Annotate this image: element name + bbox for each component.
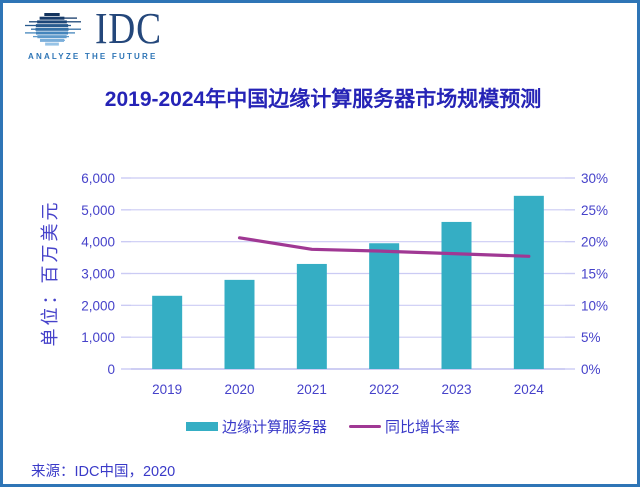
right-axis-tick-label: 20% — [581, 235, 608, 250]
globe-stripe — [44, 13, 60, 16]
globe-stripe — [39, 16, 65, 20]
globe-scanline — [33, 35, 69, 38]
idc-logo-tagline: ANALYZE THE FUTURE — [28, 52, 158, 61]
globe-scanline — [25, 32, 75, 34]
left-axis-tick-label: 0 — [107, 362, 115, 377]
right-axis-tick-label: 30% — [581, 171, 608, 186]
idc-logo-wordmark: IDC — [95, 4, 162, 53]
bar-2021 — [296, 263, 327, 369]
x-axis-label: 2020 — [224, 382, 254, 397]
bar-2019 — [152, 295, 183, 369]
growth-rate-line — [237, 236, 531, 258]
x-axis-label: 2024 — [514, 382, 545, 397]
globe-scanline — [29, 21, 81, 23]
bar-2020 — [224, 279, 255, 369]
globe-scanline — [52, 39, 65, 41]
left-axis-tick-label: 4,000 — [81, 235, 115, 250]
left-axis-tick-label: 1,000 — [81, 330, 115, 345]
x-axis-label: 2023 — [441, 382, 471, 397]
chart-plot-area: 6,000 30% 5,000 25% 4,000 20% 3,000 15% 2,000 10%… — [81, 171, 608, 397]
left-axis-tick-label: 6,000 — [81, 171, 115, 186]
bar-2022 — [369, 243, 400, 369]
chart-title: 2019-2024年中国边缘计算服务器市场规模预测 — [104, 88, 542, 111]
bar-2023 — [441, 221, 472, 369]
right-axis-tick-label: 15% — [581, 267, 608, 282]
right-axis-tick-label: 25% — [581, 203, 608, 218]
source-note: 来源：IDC中国，2020 — [31, 464, 176, 480]
x-axis-label: 2021 — [297, 382, 327, 397]
right-axis-tick-label: 0% — [581, 362, 601, 377]
legend-label-bar-series: 边缘计算服务器 — [221, 418, 327, 436]
legend-item-line-series: 同比增长率 — [349, 416, 460, 437]
x-axis-label: 2019 — [152, 382, 182, 397]
legend-label-line-series: 同比增长率 — [385, 418, 461, 436]
chart-legend: 边缘计算服务器 同比增长率 — [3, 415, 637, 437]
left-axis-tick-label: 3,000 — [81, 267, 115, 282]
x-axis-label: 2022 — [369, 382, 399, 397]
left-axis-unit-label: 单位：百万美元 — [40, 199, 60, 347]
globe-scanline — [25, 24, 71, 27]
globe-stripe — [45, 42, 59, 46]
left-axis-tick-label: 5,000 — [81, 203, 115, 218]
idc-globe-icon — [25, 13, 81, 46]
line-series-swatch-icon — [349, 424, 381, 428]
legend-item-bar-series: 边缘计算服务器 — [185, 416, 327, 437]
globe-scanline — [31, 28, 81, 30]
bar-series-swatch-icon — [185, 421, 218, 431]
left-axis-tick-label: 2,000 — [81, 298, 115, 313]
right-axis-tick-label: 5% — [581, 330, 601, 345]
bar-2024 — [513, 195, 544, 369]
globe-scanline — [52, 17, 77, 19]
right-axis-tick-label: 10% — [581, 298, 608, 313]
